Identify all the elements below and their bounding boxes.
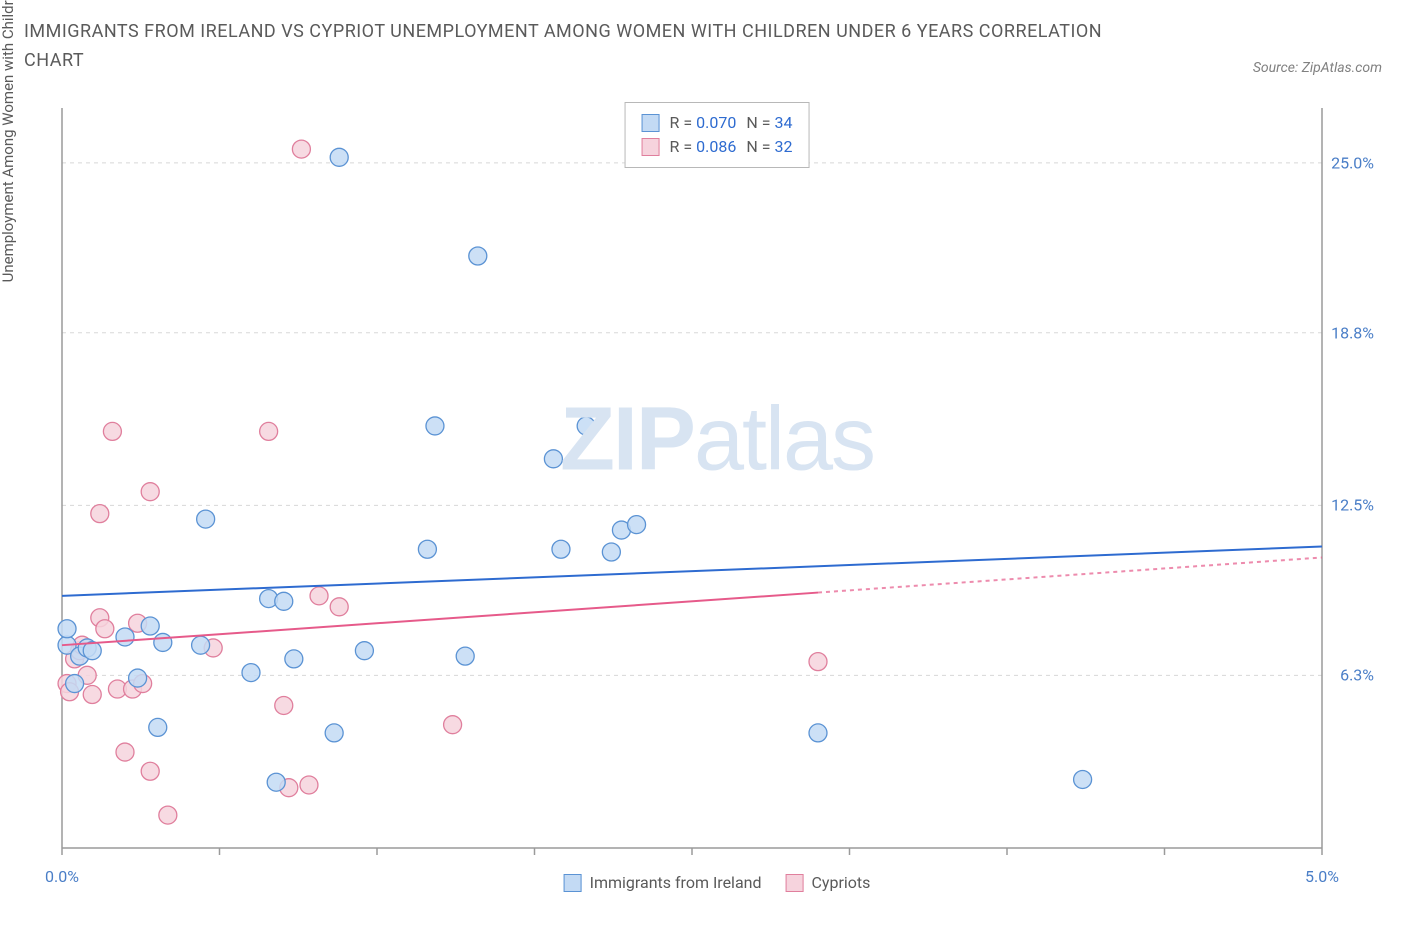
x-tick-label: 0.0% (45, 867, 79, 886)
legend-item: Cypriots (786, 873, 871, 892)
y-tick-label: 25.0% (1331, 153, 1374, 172)
legend-swatch (642, 138, 660, 156)
stat-n-value: 34 (774, 113, 792, 132)
y-axis-label: Unemployment Among Women with Children U… (0, 0, 17, 282)
y-tick-label: 12.5% (1331, 496, 1374, 515)
legend-stats-row: R = 0.070 N = 34 (642, 111, 793, 135)
stat-n-label: N = (746, 137, 774, 156)
stat-r-value: 0.086 (696, 137, 736, 156)
legend-stats: R = 0.070 N = 34 R = 0.086 N = 32 (625, 102, 810, 168)
stat-r-label: R = (670, 137, 697, 156)
stat-r-label: R = (670, 113, 697, 132)
legend-series: Immigrants from Ireland Cypriots (564, 873, 871, 892)
legend-swatch (642, 114, 660, 132)
legend-stats-row: R = 0.086 N = 32 (642, 135, 793, 159)
legend-swatch (564, 874, 582, 892)
x-tick-label: 5.0% (1305, 867, 1339, 886)
chart-source: Source: ZipAtlas.com (1253, 60, 1382, 76)
y-tick-label: 18.8% (1331, 323, 1374, 342)
legend-swatch (786, 874, 804, 892)
legend-label: Immigrants from Ireland (590, 873, 762, 892)
legend-item: Immigrants from Ireland (564, 873, 762, 892)
legend-label: Cypriots (812, 873, 871, 892)
scatter-plot (52, 98, 1382, 858)
stat-r-value: 0.070 (696, 113, 736, 132)
stat-n-value: 32 (774, 137, 792, 156)
chart-header: IMMIGRANTS FROM IRELAND VS CYPRIOT UNEMP… (0, 0, 1406, 84)
stat-n-label: N = (746, 113, 774, 132)
chart-title: IMMIGRANTS FROM IRELAND VS CYPRIOT UNEMP… (24, 18, 1124, 76)
y-tick-label: 6.3% (1340, 666, 1374, 685)
chart-area: ZIPatlas R = 0.070 N = 34 R = 0.086 N = … (52, 98, 1382, 858)
